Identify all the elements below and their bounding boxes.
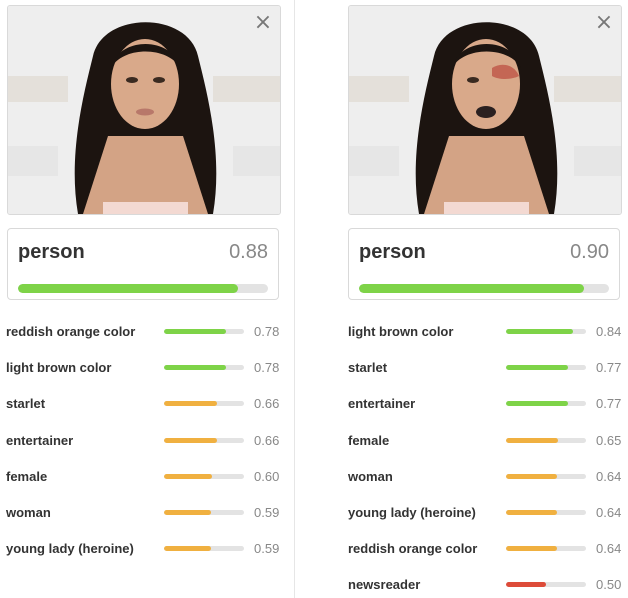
tag-row: reddish orange color 0.64 xyxy=(348,539,628,559)
top-prediction-bar xyxy=(359,284,609,293)
tag-confidence-bar-fill xyxy=(164,473,212,479)
tag-label: female xyxy=(348,432,390,448)
top-prediction-label: person xyxy=(18,241,85,263)
tag-row: starlet 0.77 xyxy=(348,358,628,378)
tag-confidence-bar-fill xyxy=(506,401,568,407)
tag-confidence-bar-fill xyxy=(506,329,574,334)
analyzed-photo: × xyxy=(348,5,622,215)
tag-score: 0.64 xyxy=(596,541,622,557)
tag-score: 0.77 xyxy=(596,360,622,376)
tag-label: reddish orange color xyxy=(6,324,136,339)
tag-confidence-bar xyxy=(506,365,586,371)
tag-score: 0.64 xyxy=(596,468,622,484)
tag-label: entertainer xyxy=(348,396,416,412)
tag-row: starlet 0.66 xyxy=(6,394,296,414)
tag-score: 0.59 xyxy=(254,541,280,557)
tag-score: 0.66 xyxy=(254,396,280,412)
tag-score: 0.77 xyxy=(596,396,622,412)
tag-label: entertainer xyxy=(6,432,74,448)
close-icon[interactable]: × xyxy=(253,10,273,35)
close-icon[interactable]: × xyxy=(594,10,614,35)
tag-confidence-bar-fill xyxy=(506,437,558,443)
tag-label: reddish orange color xyxy=(348,541,478,557)
portrait-image xyxy=(349,6,621,214)
tag-row: light brown color 0.78 xyxy=(6,358,296,378)
tag-score: 0.50 xyxy=(596,577,622,593)
tag-row: young lady (heroine) 0.64 xyxy=(348,503,628,523)
tag-confidence-bar xyxy=(164,365,244,371)
tag-confidence-bar-fill xyxy=(164,437,217,443)
top-prediction-bar xyxy=(18,284,268,293)
tag-confidence-bar xyxy=(164,437,244,443)
tag-confidence-bar xyxy=(506,329,586,334)
tag-confidence-bar xyxy=(506,473,586,479)
tag-confidence-bar xyxy=(506,546,586,552)
tag-row: entertainer 0.77 xyxy=(348,394,628,414)
tag-confidence-bar xyxy=(506,510,586,515)
top-prediction-score: 0.88 xyxy=(229,241,268,263)
tag-confidence-bar-fill xyxy=(164,401,217,407)
tag-row: reddish orange color 0.78 xyxy=(6,322,296,342)
tag-confidence-bar-fill xyxy=(164,546,212,552)
tag-confidence-bar xyxy=(506,401,586,407)
tag-label: light brown color xyxy=(6,360,112,376)
tag-row: woman 0.59 xyxy=(6,503,296,523)
analyzed-photo: × xyxy=(7,5,281,215)
tag-confidence-bar-fill xyxy=(506,365,568,371)
tag-row: light brown color 0.84 xyxy=(348,322,628,342)
tag-confidence-bar-fill xyxy=(506,582,546,588)
top-prediction-score: 0.90 xyxy=(570,241,609,263)
tag-row: woman 0.64 xyxy=(348,467,628,487)
tag-label: newsreader xyxy=(348,577,421,593)
portrait-image xyxy=(8,6,280,214)
top-prediction-label: person xyxy=(359,241,426,263)
tag-score: 0.60 xyxy=(254,468,280,484)
tag-confidence-bar xyxy=(164,401,244,407)
tag-confidence-bar-fill xyxy=(506,510,558,515)
tag-label: young lady (heroine) xyxy=(6,541,134,557)
top-prediction-bar-fill xyxy=(359,284,584,293)
tag-label: young lady (heroine) xyxy=(348,505,476,520)
tag-confidence-bar-fill xyxy=(506,546,558,552)
tag-score: 0.59 xyxy=(254,505,280,520)
tag-confidence-bar-fill xyxy=(164,365,227,371)
tag-label: light brown color xyxy=(348,324,454,339)
tag-label: starlet xyxy=(348,360,388,376)
tag-row: newsreader 0.50 xyxy=(348,575,628,595)
top-prediction-card: person 0.88 xyxy=(7,228,279,300)
tag-confidence-bar-fill xyxy=(164,510,212,515)
tag-row: young lady (heroine) 0.59 xyxy=(6,539,296,559)
tag-confidence-bar xyxy=(506,437,586,443)
tag-score: 0.65 xyxy=(596,432,622,448)
tag-confidence-bar-fill xyxy=(506,473,558,479)
tag-score: 0.78 xyxy=(254,360,280,376)
tag-label: female xyxy=(6,468,48,484)
tag-score: 0.84 xyxy=(596,324,622,339)
tag-confidence-bar xyxy=(164,510,244,515)
tag-row: female 0.65 xyxy=(348,431,628,451)
panel-divider xyxy=(294,0,295,598)
tag-label: woman xyxy=(348,468,393,484)
tag-score: 0.66 xyxy=(254,432,280,448)
tag-confidence-bar-fill xyxy=(164,329,227,334)
tag-label: woman xyxy=(6,505,51,520)
tag-row: female 0.60 xyxy=(6,467,296,487)
tag-score: 0.78 xyxy=(254,324,280,339)
tag-label: starlet xyxy=(6,396,46,412)
top-prediction-card: person 0.90 xyxy=(348,228,620,300)
tag-confidence-bar xyxy=(506,582,586,588)
tag-confidence-bar xyxy=(164,329,244,334)
top-prediction-bar-fill xyxy=(18,284,238,293)
tag-row: entertainer 0.66 xyxy=(6,431,296,451)
tag-confidence-bar xyxy=(164,546,244,552)
tag-confidence-bar xyxy=(164,473,244,479)
tag-score: 0.64 xyxy=(596,505,622,520)
